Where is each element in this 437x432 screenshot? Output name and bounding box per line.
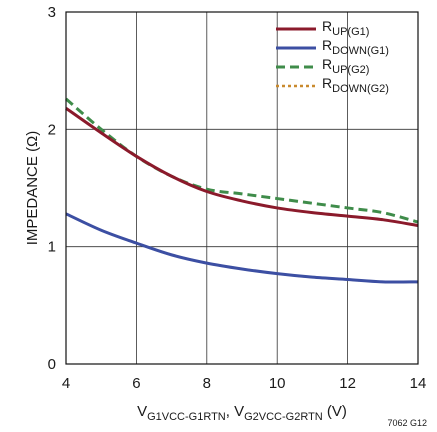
legend-label: RUP(G2) — [322, 56, 369, 76]
series-line-up-g1 — [65, 106, 419, 228]
legend: RUP(G1)RDOWN(G1)RUP(G2)RDOWN(G2) — [276, 18, 389, 95]
x-tick-label: 12 — [339, 375, 356, 392]
y-axis-title: IMPEDANCE (Ω) — [24, 131, 41, 246]
plot-frame — [65, 11, 419, 365]
x-tick-label: 4 — [62, 375, 70, 392]
x-tick-label: 14 — [410, 375, 427, 392]
grid-lines — [66, 12, 418, 364]
legend-label: RDOWN(G1) — [322, 37, 389, 57]
series-line-down-g2 — [65, 212, 419, 284]
series-line-down-g1 — [65, 212, 419, 284]
figure-code: 7062 G12 — [387, 418, 427, 428]
x-axis-title: VG1VCC-G1RTN, VG2VCC-G2RTN (V) — [137, 403, 347, 423]
y-tick-label: 0 — [48, 356, 56, 373]
series-line-up-g2 — [65, 97, 419, 224]
legend-label: RDOWN(G2) — [322, 75, 389, 95]
x-tick-label: 6 — [132, 375, 140, 392]
series-lines — [65, 97, 419, 284]
x-tick-label: 8 — [203, 375, 211, 392]
y-tick-label: 2 — [48, 121, 56, 138]
y-tick-label: 3 — [48, 4, 56, 21]
y-tick-label: 1 — [48, 239, 56, 256]
legend-label: RUP(G1) — [322, 18, 369, 38]
x-tick-label: 10 — [269, 375, 286, 392]
